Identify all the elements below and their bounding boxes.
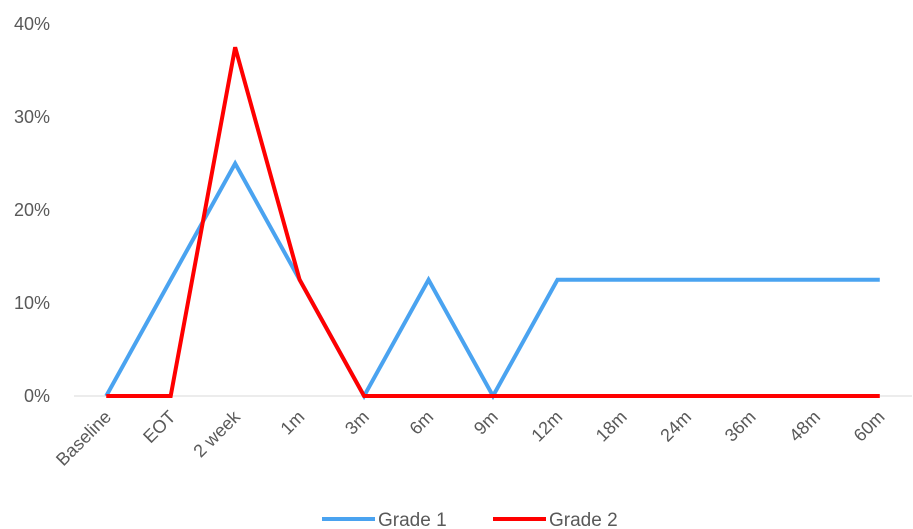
data-point-grade-2 <box>427 394 431 398</box>
x-tick-label: 36m <box>721 407 760 446</box>
series-line-grade-1 <box>104 159 880 401</box>
x-tick-label: 18m <box>592 407 631 446</box>
data-point-grade-2 <box>749 394 753 398</box>
x-tick-label: 60m <box>850 407 889 446</box>
data-point-grade-2 <box>684 394 688 398</box>
x-tick-label: EOT <box>139 407 179 447</box>
data-point-grade-2 <box>298 278 302 282</box>
x-tick-label: 9m <box>470 407 502 439</box>
data-point-grade-2 <box>362 394 366 398</box>
data-point-grade-1 <box>878 278 882 282</box>
series-layer <box>104 45 882 401</box>
data-point-grade-1 <box>749 278 753 282</box>
data-point-grade-2 <box>555 394 559 398</box>
y-tick-label: 10% <box>14 293 50 313</box>
x-tick-label: 24m <box>656 407 695 446</box>
data-point-grade-1 <box>620 278 624 282</box>
x-tick-label: 3m <box>341 407 373 439</box>
x-tick-label: 48m <box>785 407 824 446</box>
data-point-grade-2 <box>233 45 237 49</box>
legend-label: Grade 1 <box>378 510 447 529</box>
x-axis-labels: Baseline EOT 2 week 1m 3m 6m 9m 12m 18m 24m 36m 48m… <box>52 406 889 470</box>
y-tick-label: 30% <box>14 107 50 127</box>
data-point-grade-2 <box>813 394 817 398</box>
series-line-grade-2 <box>106 46 880 398</box>
legend: Grade 1 Grade 2 <box>322 510 618 529</box>
data-point-grade-2 <box>169 394 173 398</box>
data-point-grade-2 <box>104 394 108 398</box>
data-point-grade-1 <box>427 278 431 282</box>
data-point-grade-1 <box>169 278 173 282</box>
legend-item-grade-1: Grade 1 <box>322 510 447 529</box>
y-tick-label: 40% <box>14 14 50 34</box>
x-tick-label: Baseline <box>52 407 115 470</box>
data-point-grade-1 <box>555 278 559 282</box>
y-axis-labels: 0% 10% 20% 30% 40% <box>14 14 50 406</box>
x-tick-label: 12m <box>527 407 566 446</box>
data-point-grade-2 <box>620 394 624 398</box>
y-tick-label: 0% <box>24 386 50 406</box>
data-point-grade-1 <box>684 278 688 282</box>
data-point-grade-1 <box>233 162 237 166</box>
legend-label: Grade 2 <box>549 510 618 529</box>
x-tick-label: 2 week <box>190 406 245 461</box>
data-point-grade-2 <box>878 394 882 398</box>
x-tick-label: 1m <box>277 407 309 439</box>
y-tick-label: 20% <box>14 200 50 220</box>
x-tick-label: 6m <box>406 407 438 439</box>
data-point-grade-1 <box>813 278 817 282</box>
data-point-grade-2 <box>491 394 495 398</box>
legend-item-grade-2: Grade 2 <box>493 510 618 529</box>
